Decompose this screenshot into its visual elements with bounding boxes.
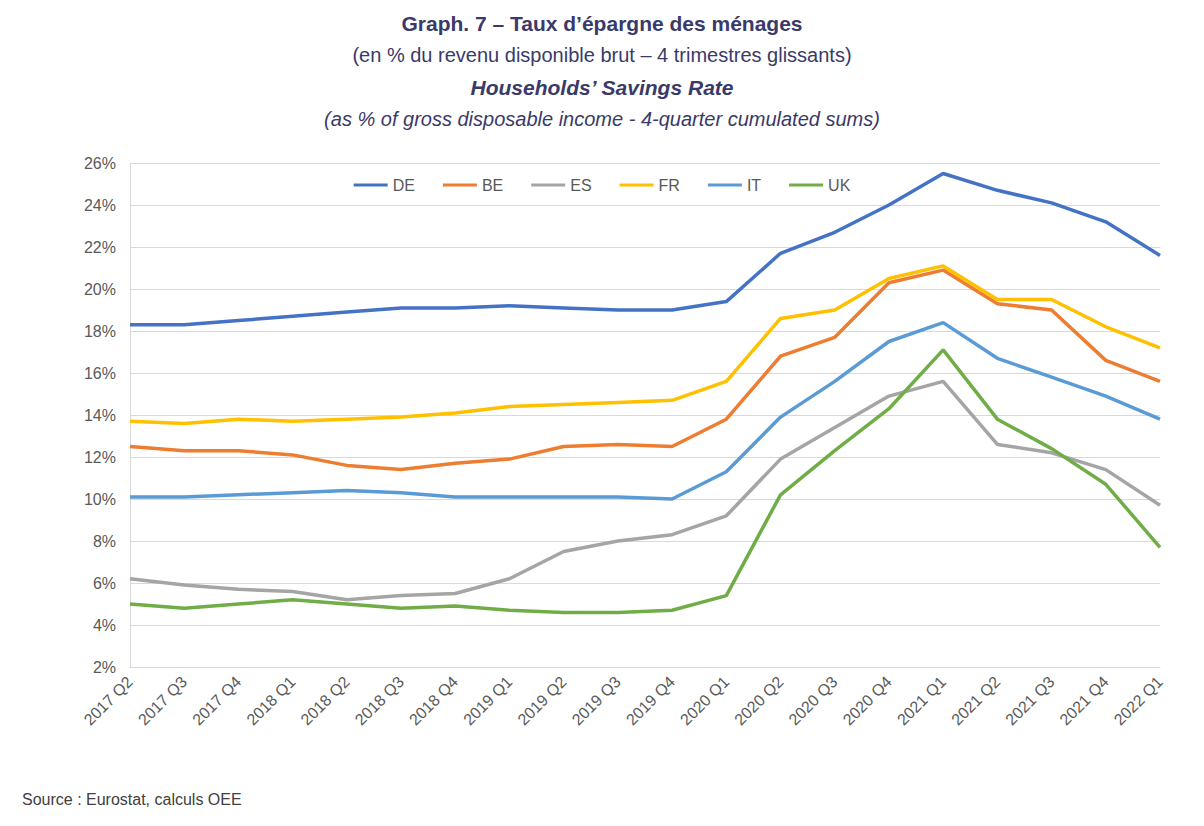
- svg-text:Graph. 7 – Taux d’épargne des: Graph. 7 – Taux d’épargne des ménages: [401, 12, 802, 35]
- svg-text:FR: FR: [659, 177, 680, 194]
- svg-text:2018 Q4: 2018 Q4: [406, 673, 461, 728]
- svg-text:2017 Q3: 2017 Q3: [135, 673, 190, 728]
- svg-text:2017 Q4: 2017 Q4: [189, 673, 244, 728]
- svg-text:26%: 26%: [84, 155, 116, 172]
- svg-text:2022 Q1: 2022 Q1: [1111, 673, 1166, 728]
- svg-text:22%: 22%: [84, 239, 116, 256]
- svg-text:IT: IT: [747, 177, 761, 194]
- svg-text:24%: 24%: [84, 197, 116, 214]
- svg-text:Households’ Savings Rate: Households’ Savings Rate: [471, 76, 734, 99]
- svg-text:(en % du revenu disponible bru: (en % du revenu disponible brut – 4 trim…: [352, 44, 851, 66]
- svg-text:16%: 16%: [84, 365, 116, 382]
- svg-text:ES: ES: [570, 177, 591, 194]
- svg-text:BE: BE: [482, 177, 503, 194]
- svg-text:2019 Q3: 2019 Q3: [569, 673, 624, 728]
- svg-text:(as % of gross disposable inco: (as % of gross disposable income - 4-qua…: [324, 108, 880, 130]
- svg-text:2019 Q1: 2019 Q1: [460, 673, 515, 728]
- svg-text:2017 Q2: 2017 Q2: [81, 673, 136, 728]
- svg-text:2021 Q3: 2021 Q3: [1002, 673, 1057, 728]
- svg-text:2020 Q4: 2020 Q4: [840, 673, 895, 728]
- svg-text:2019 Q2: 2019 Q2: [514, 673, 569, 728]
- svg-text:2%: 2%: [93, 659, 116, 676]
- svg-text:10%: 10%: [84, 491, 116, 508]
- svg-text:4%: 4%: [93, 617, 116, 634]
- svg-text:2018 Q1: 2018 Q1: [243, 673, 298, 728]
- svg-text:Source : Eurostat, calculs OEE: Source : Eurostat, calculs OEE: [22, 791, 242, 808]
- svg-text:20%: 20%: [84, 281, 116, 298]
- svg-text:2021 Q2: 2021 Q2: [948, 673, 1003, 728]
- svg-text:UK: UK: [828, 177, 851, 194]
- svg-text:18%: 18%: [84, 323, 116, 340]
- svg-text:2021 Q4: 2021 Q4: [1056, 673, 1111, 728]
- svg-text:2018 Q2: 2018 Q2: [297, 673, 352, 728]
- svg-text:8%: 8%: [93, 533, 116, 550]
- svg-text:DE: DE: [393, 177, 415, 194]
- svg-text:14%: 14%: [84, 407, 116, 424]
- svg-text:2018 Q3: 2018 Q3: [352, 673, 407, 728]
- svg-text:2019 Q4: 2019 Q4: [623, 673, 678, 728]
- svg-text:12%: 12%: [84, 449, 116, 466]
- svg-text:2020 Q1: 2020 Q1: [677, 673, 732, 728]
- svg-text:2020 Q2: 2020 Q2: [731, 673, 786, 728]
- svg-text:2021 Q1: 2021 Q1: [894, 673, 949, 728]
- svg-text:2020 Q3: 2020 Q3: [785, 673, 840, 728]
- svg-text:6%: 6%: [93, 575, 116, 592]
